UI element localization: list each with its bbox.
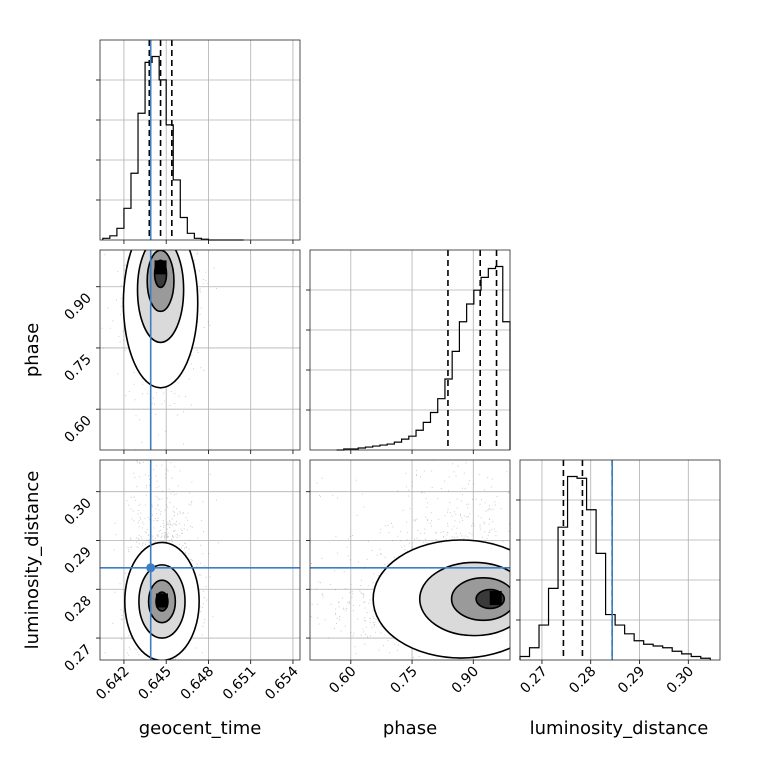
panel-content — [100, 460, 300, 660]
density-peak — [489, 591, 502, 606]
histogram-step-line — [102, 55, 244, 241]
histogram-phase-panel — [306, 249, 511, 454]
density-peak — [154, 260, 167, 275]
y-tick-label: 0.75 — [61, 351, 94, 384]
panel-frame — [99, 249, 301, 451]
x-tick-label: 0.75 — [388, 664, 421, 697]
x-tick-label: 0.642 — [93, 664, 133, 704]
scatter-geocent-time-vs-luminosity-distance-panel: 0.642 0.645 0.648 0.651 0.654 0.27 0.28 0.29 0.3… — [61, 459, 302, 704]
x-tick-label: 0.654 — [262, 663, 302, 703]
histogram-geocent-time-panel — [96, 39, 301, 244]
x-tick-label: 0.90 — [449, 664, 482, 697]
panel-frame — [309, 459, 511, 661]
panel-frame — [519, 459, 721, 661]
y-tick-label: 0.60 — [61, 413, 94, 446]
x-axis-title-luminosity-distance: luminosity_distance — [530, 718, 709, 739]
histogram-step-line — [336, 265, 511, 451]
histogram-luminosity-distance-panel: 0.27 0.28 0.29 0.30 — [516, 459, 721, 697]
y-tick-label: 0.90 — [61, 290, 94, 323]
y-tick-label: 0.29 — [61, 544, 94, 577]
y-tick-label: 0.28 — [61, 593, 94, 626]
y-tick-label: 0.27 — [61, 642, 94, 675]
y-axis-title-phase: phase — [22, 323, 43, 377]
x-tick-label: 0.645 — [135, 664, 175, 704]
sample-points — [101, 250, 217, 450]
y-tick-label: 0.30 — [61, 495, 94, 528]
x-axis-title-phase: phase — [383, 718, 437, 739]
histogram-step-line — [519, 475, 711, 660]
x-axis-title-geocent-time: geocent_time — [139, 718, 262, 739]
panel-frame — [309, 249, 511, 451]
scatter-phase-vs-luminosity-distance-panel: 0.60 0.75 0.90 — [306, 459, 511, 697]
density-peak — [155, 593, 168, 608]
x-tick-label: 0.648 — [178, 664, 218, 704]
x-tick-label: 0.30 — [664, 664, 697, 697]
x-tick-label: 0.651 — [220, 664, 260, 704]
y-axis-title-luminosity-distance: luminosity_distance — [22, 471, 43, 650]
x-tick-label: 0.27 — [517, 664, 550, 697]
panel-frame — [99, 459, 301, 661]
x-tick-label: 0.28 — [566, 664, 599, 697]
panel-content — [310, 460, 510, 660]
panel-content — [101, 250, 217, 450]
truth-marker — [146, 563, 156, 573]
panel-frame — [99, 39, 301, 241]
x-tick-label: 0.29 — [615, 664, 648, 697]
x-tick-label: 0.60 — [326, 664, 359, 697]
sample-points — [310, 460, 510, 660]
scatter-geocent-time-vs-phase-panel: 0.60 0.75 0.90 — [61, 249, 301, 454]
